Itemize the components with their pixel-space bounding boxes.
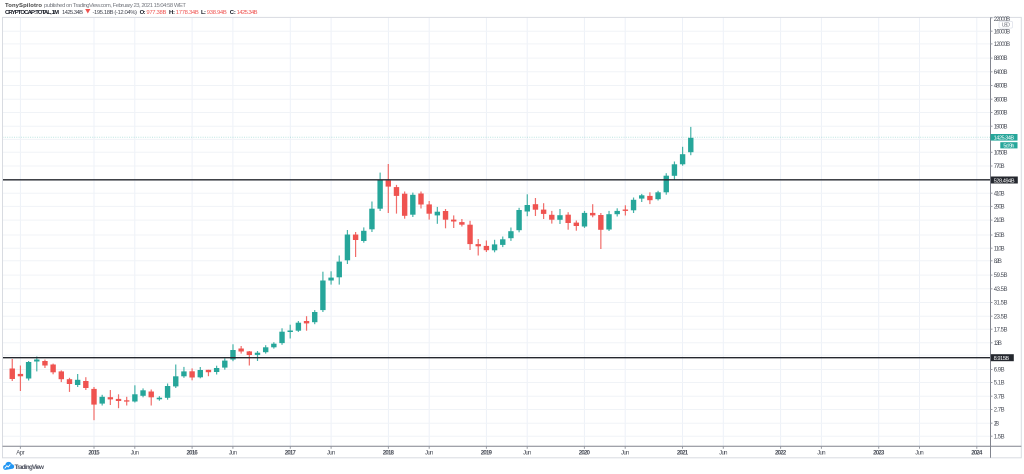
svg-text:2022: 2022 bbox=[775, 451, 787, 457]
svg-text:22000B: 22000B bbox=[994, 17, 1011, 23]
svg-text:3.7B: 3.7B bbox=[994, 394, 1005, 400]
svg-text:8800B: 8800B bbox=[994, 56, 1008, 62]
svg-text:1425.34B: 1425.34B bbox=[62, 10, 83, 16]
svg-text:82B: 82B bbox=[994, 259, 1002, 265]
svg-text:8.915B: 8.915B bbox=[994, 356, 1010, 362]
svg-text:1778.34B: 1778.34B bbox=[176, 10, 199, 16]
svg-text:2017: 2017 bbox=[285, 451, 297, 457]
svg-text:Apr: Apr bbox=[16, 451, 24, 457]
svg-text:CRYPTOCAP:TOTAL, 1M: CRYPTOCAP:TOTAL, 1M bbox=[5, 10, 59, 16]
svg-text:59.5B: 59.5B bbox=[994, 273, 1008, 279]
svg-text:Jun: Jun bbox=[621, 451, 629, 457]
svg-text:1900B: 1900B bbox=[994, 124, 1008, 130]
svg-text:23.5B: 23.5B bbox=[994, 314, 1008, 320]
svg-text:2024: 2024 bbox=[971, 451, 983, 457]
svg-text:TonySpilotro: TonySpilotro bbox=[5, 3, 42, 9]
svg-text:16000B: 16000B bbox=[994, 29, 1011, 35]
svg-text:528.494B: 528.494B bbox=[994, 178, 1015, 184]
svg-text:5.1B: 5.1B bbox=[994, 381, 1005, 387]
svg-text:2600B: 2600B bbox=[994, 111, 1008, 117]
svg-text:2016: 2016 bbox=[187, 451, 199, 457]
svg-text:1425.34B: 1425.34B bbox=[237, 10, 258, 16]
svg-text:210B: 210B bbox=[994, 218, 1005, 224]
svg-text:2.7B: 2.7B bbox=[994, 408, 1005, 414]
svg-text:3600B: 3600B bbox=[994, 97, 1008, 103]
svg-text:O:: O: bbox=[140, 10, 146, 16]
svg-text:1050B: 1050B bbox=[994, 150, 1008, 156]
svg-text:2B: 2B bbox=[994, 421, 1000, 427]
svg-text:770B: 770B bbox=[994, 164, 1005, 170]
svg-text:977.38B: 977.38B bbox=[146, 10, 166, 16]
svg-text:43.5B: 43.5B bbox=[994, 287, 1008, 293]
svg-text:Jun: Jun bbox=[131, 451, 139, 457]
svg-text:Jun: Jun bbox=[719, 451, 727, 457]
svg-text:Jun: Jun bbox=[327, 451, 335, 457]
svg-text:published on TradingView.com,: published on TradingView.com, February 2… bbox=[44, 3, 186, 9]
svg-text:L:: L: bbox=[201, 10, 206, 16]
svg-text:5d 9h: 5d 9h bbox=[1003, 143, 1014, 149]
svg-text:2023: 2023 bbox=[873, 451, 885, 457]
svg-text:H:: H: bbox=[169, 10, 175, 16]
svg-text:Jun: Jun bbox=[915, 451, 923, 457]
svg-text:31.5B: 31.5B bbox=[994, 301, 1008, 307]
svg-text:TradingView: TradingView bbox=[15, 464, 45, 471]
svg-text:1425.34B: 1425.34B bbox=[994, 136, 1015, 142]
svg-text:Jun: Jun bbox=[229, 451, 237, 457]
svg-text:Jun: Jun bbox=[817, 451, 825, 457]
svg-text:12000B: 12000B bbox=[994, 42, 1011, 48]
svg-text:6.9B: 6.9B bbox=[994, 368, 1005, 374]
svg-text:13B: 13B bbox=[994, 341, 1002, 347]
svg-text:Jun: Jun bbox=[523, 451, 531, 457]
svg-text:17.5B: 17.5B bbox=[994, 327, 1008, 333]
svg-text:4800B: 4800B bbox=[994, 84, 1008, 90]
svg-text:150B: 150B bbox=[994, 233, 1005, 239]
svg-text:1.5B: 1.5B bbox=[994, 434, 1005, 440]
svg-text:C:: C: bbox=[230, 10, 236, 16]
svg-text:410B: 410B bbox=[994, 191, 1005, 197]
svg-text:2021: 2021 bbox=[677, 451, 689, 457]
svg-text:6400B: 6400B bbox=[994, 70, 1008, 76]
svg-text:2018: 2018 bbox=[383, 451, 395, 457]
svg-text:USD: USD bbox=[1002, 23, 1010, 29]
svg-text:2019: 2019 bbox=[481, 451, 493, 457]
svg-text:-195.18B (-12.04%): -195.18B (-12.04%) bbox=[93, 10, 138, 16]
svg-text:2015: 2015 bbox=[88, 451, 100, 457]
svg-text:110B: 110B bbox=[994, 246, 1005, 252]
svg-text:2020: 2020 bbox=[579, 451, 591, 457]
svg-text:290B: 290B bbox=[994, 205, 1005, 211]
svg-text:Jun: Jun bbox=[425, 451, 433, 457]
svg-text:938.94B: 938.94B bbox=[207, 10, 227, 16]
